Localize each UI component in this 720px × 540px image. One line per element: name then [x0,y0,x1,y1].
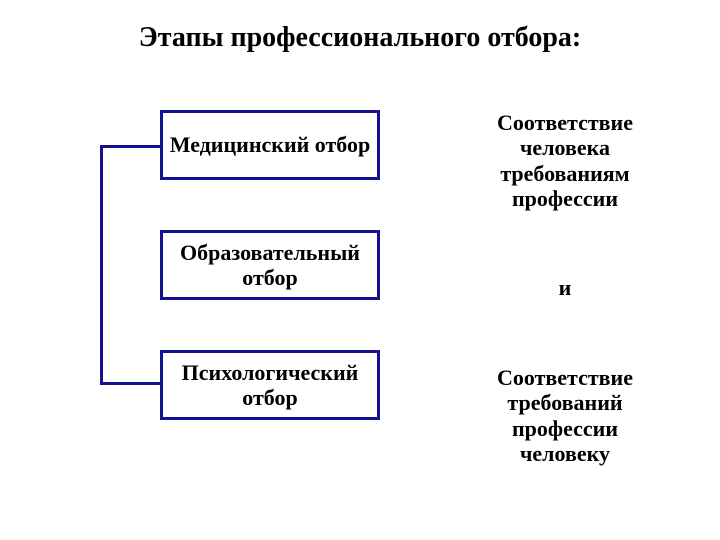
slide-title: Этапы профессионального отбора: [0,22,720,54]
box-medical: Медицинский отбор [160,110,380,180]
annotation-and: и [470,275,660,300]
box-education-label: Образовательный отбор [163,240,377,291]
box-psych-label: Психологический отбор [163,360,377,411]
annotation-bottom: Соответствие требований профессии челове… [470,365,660,466]
connector-bracket [100,145,160,385]
box-medical-label: Медицинский отбор [170,132,371,157]
box-psych: Психологический отбор [160,350,380,420]
box-education: Образовательный отбор [160,230,380,300]
annotation-top: Соответствие человека требованиям профес… [470,110,660,211]
